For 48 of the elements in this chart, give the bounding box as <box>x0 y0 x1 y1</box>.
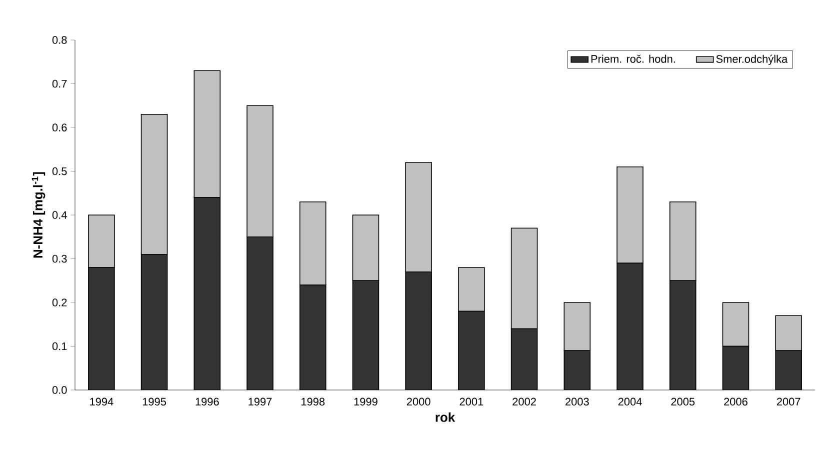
bar <box>299 284 326 390</box>
bar <box>246 236 274 390</box>
y-tick-label: 0.6 <box>52 124 67 132</box>
bar <box>405 271 432 390</box>
y-tick-label: 0.8 <box>52 36 67 44</box>
x-tick-label: 1996 <box>196 398 219 406</box>
bar <box>352 280 380 390</box>
x-tick-label: 2004 <box>618 398 642 406</box>
bar <box>458 267 485 312</box>
bar <box>564 302 591 352</box>
bar <box>722 346 750 390</box>
y-tick-label: 0.7 <box>52 80 67 88</box>
y-tick-label: 0.4 <box>52 211 67 219</box>
bar <box>564 350 591 390</box>
bar <box>299 201 326 286</box>
legend-label: Priem. roč. hodn. <box>591 54 675 63</box>
x-tick-label: 1998 <box>302 398 325 406</box>
legend-label: Smer.odchýlka <box>716 54 788 66</box>
y-tick-label: 0.5 <box>52 167 67 176</box>
x-tick-label: 2007 <box>776 398 800 406</box>
y-tick-label: 0.3 <box>52 254 67 263</box>
y-tick-label: 0.0 <box>52 386 67 394</box>
x-tick-label: 1995 <box>142 398 166 406</box>
bar <box>669 280 696 390</box>
x-tick-label: 2006 <box>724 398 748 406</box>
bar <box>194 197 221 390</box>
x-tick-label: 2005 <box>671 398 695 406</box>
x-tick-label: 1997 <box>248 398 272 406</box>
y-tick-label: 0.2 <box>52 298 67 306</box>
bar <box>669 201 696 282</box>
bar <box>140 254 168 390</box>
x-tick-label: 2002 <box>512 398 536 406</box>
bar <box>88 267 115 390</box>
x-axis-title: rok <box>436 412 456 422</box>
x-tick-label: 2001 <box>460 398 484 406</box>
x-tick-label: 2003 <box>566 398 589 406</box>
y-tick-label: 0.1 <box>52 342 67 350</box>
bar <box>510 228 538 330</box>
x-tick-label: 1999 <box>354 398 378 406</box>
bar <box>458 310 485 390</box>
bar <box>775 350 802 390</box>
x-tick-label: 1994 <box>90 398 114 406</box>
bar <box>616 262 644 390</box>
bar <box>722 302 750 347</box>
x-tick-label: 2000 <box>406 398 430 406</box>
bar <box>510 328 538 390</box>
bar <box>352 214 380 282</box>
y-axis-title: N-NH4 [mg.l$^{-1}$] <box>32 172 46 258</box>
